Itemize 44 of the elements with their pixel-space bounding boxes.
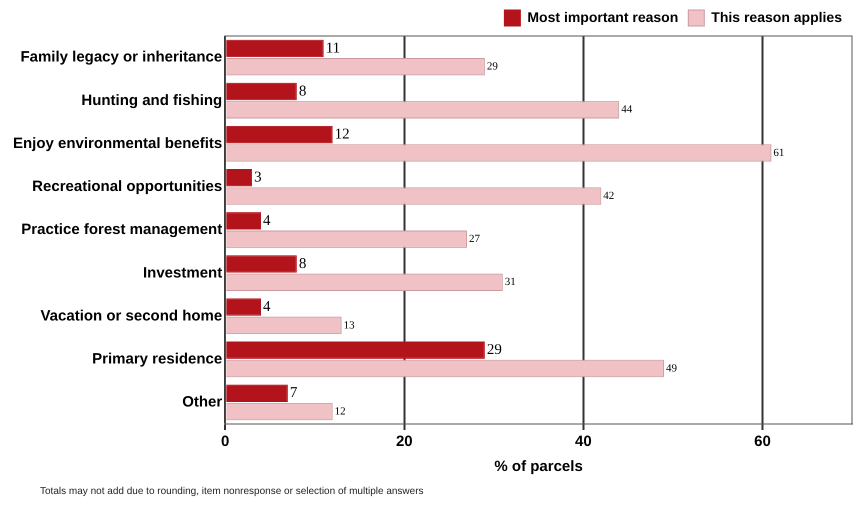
legend-label: Most important reason — [527, 8, 678, 25]
data-label: 13 — [344, 319, 356, 332]
y-tick-label: Hunting and fishing — [81, 92, 222, 109]
bar — [226, 169, 252, 186]
data-label: 29 — [486, 342, 502, 358]
data-label: 12 — [334, 126, 350, 143]
data-label: 7 — [290, 385, 298, 402]
bar — [226, 298, 262, 316]
x-tick-label: 60 — [754, 433, 771, 450]
y-tick-label: Primary residence — [92, 350, 222, 368]
data-label: 3 — [254, 170, 262, 186]
x-tick-label: 0 — [221, 433, 230, 450]
data-label: 4 — [263, 299, 272, 315]
legend-label: This reason applies — [711, 8, 842, 25]
y-tick-label: Recreational opportunities — [32, 178, 222, 196]
bar — [226, 126, 333, 144]
y-tick-label: Other — [182, 394, 222, 411]
data-label: 44 — [621, 104, 633, 116]
bar — [226, 40, 324, 58]
y-tick-label: Vacation or second home — [40, 307, 222, 324]
data-label: 49 — [666, 362, 678, 374]
data-label: 12 — [334, 405, 346, 418]
y-tick-label: Enjoy environmental benefits — [12, 134, 222, 152]
x-tick-label: 20 — [396, 433, 413, 450]
bar — [226, 82, 297, 100]
data-label: 31 — [504, 276, 516, 288]
data-label: 29 — [486, 60, 498, 73]
data-label: 61 — [773, 146, 784, 159]
data-label: 27 — [468, 233, 480, 246]
y-tick-label: Practice forest management — [21, 221, 222, 238]
data-label: 4 — [263, 212, 272, 229]
y-tick-label: Family legacy or inheritance — [20, 48, 222, 66]
data-label: 11 — [326, 40, 340, 56]
bar — [226, 384, 288, 402]
data-label: 8 — [298, 256, 306, 272]
bar — [226, 255, 297, 273]
y-tick-label: Investment — [143, 264, 222, 282]
text: Totals may not add due to rounding, item nonresponse or selection of multiple answers — [40, 486, 424, 497]
bar — [226, 341, 485, 359]
x-axis-title: % of parcels — [494, 458, 583, 476]
data-label: 42 — [603, 190, 614, 202]
x-tick-label: 40 — [575, 433, 592, 450]
bar — [226, 212, 262, 230]
data-label: 8 — [298, 83, 306, 100]
